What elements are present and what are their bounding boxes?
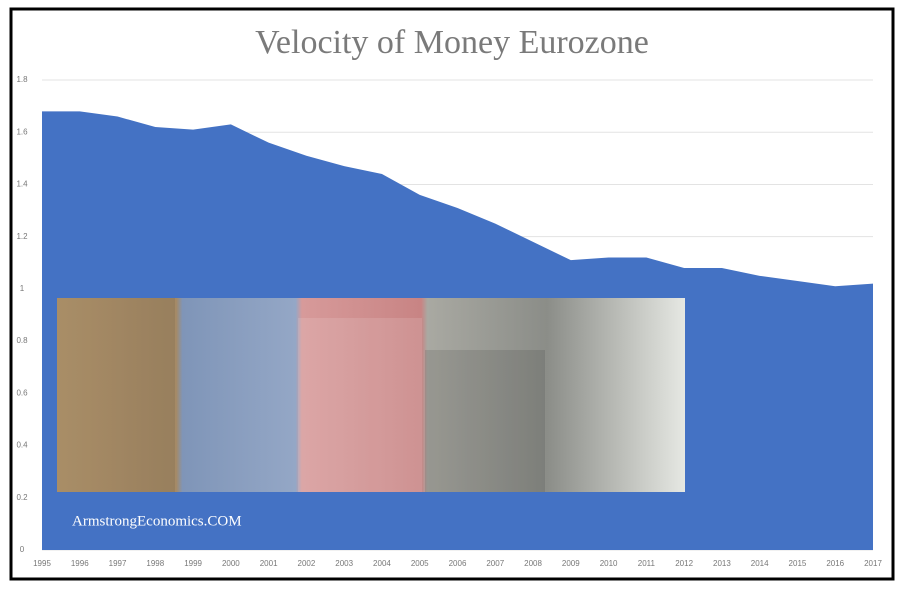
x-tick-label: 2016 — [826, 559, 844, 568]
x-tick-label: 2007 — [486, 559, 504, 568]
x-tick-label: 2012 — [675, 559, 693, 568]
x-tick-label: 2013 — [713, 559, 731, 568]
x-tick-label: 2014 — [751, 559, 769, 568]
x-tick-label: 2017 — [864, 559, 882, 568]
y-tick-label: 1.2 — [16, 232, 28, 241]
banknote-roll — [57, 298, 175, 492]
x-tick-label: 2004 — [373, 559, 391, 568]
x-tick-label: 2002 — [298, 559, 316, 568]
x-tick-label: 2003 — [335, 559, 353, 568]
y-tick-label: 1 — [20, 284, 25, 293]
x-tick-label: 2010 — [600, 559, 618, 568]
banknote-roll — [298, 318, 422, 492]
photo-overlay — [57, 298, 685, 492]
y-tick-label: 1.6 — [16, 127, 28, 136]
x-tick-label: 2000 — [222, 559, 240, 568]
y-tick-label: 0.4 — [16, 441, 28, 450]
x-tick-label: 2006 — [449, 559, 467, 568]
x-tick-label: 1995 — [33, 559, 51, 568]
x-tick-label: 2015 — [789, 559, 807, 568]
x-tick-label: 1996 — [71, 559, 89, 568]
y-tick-label: 1.4 — [16, 180, 28, 189]
banknote-roll — [425, 350, 545, 492]
x-tick-label: 2011 — [638, 559, 656, 568]
x-tick-label: 2009 — [562, 559, 580, 568]
banknote-photo — [57, 298, 685, 492]
watermark: ArmstrongEconomics.COM — [72, 513, 242, 529]
x-tick-label: 1999 — [184, 559, 202, 568]
x-tick-label: 2001 — [260, 559, 278, 568]
y-tick-label: 1.8 — [16, 75, 28, 84]
x-tick-label: 2008 — [524, 559, 542, 568]
y-tick-label: 0.8 — [16, 336, 28, 345]
x-tick-label: 1997 — [109, 559, 127, 568]
y-tick-label: 0.6 — [16, 388, 28, 397]
chart-title: Velocity of Money Eurozone — [255, 24, 649, 61]
y-tick-label: 0 — [20, 545, 25, 554]
x-tick-label: 1998 — [146, 559, 164, 568]
y-tick-label: 0.2 — [16, 493, 28, 502]
x-tick-label: 2005 — [411, 559, 429, 568]
